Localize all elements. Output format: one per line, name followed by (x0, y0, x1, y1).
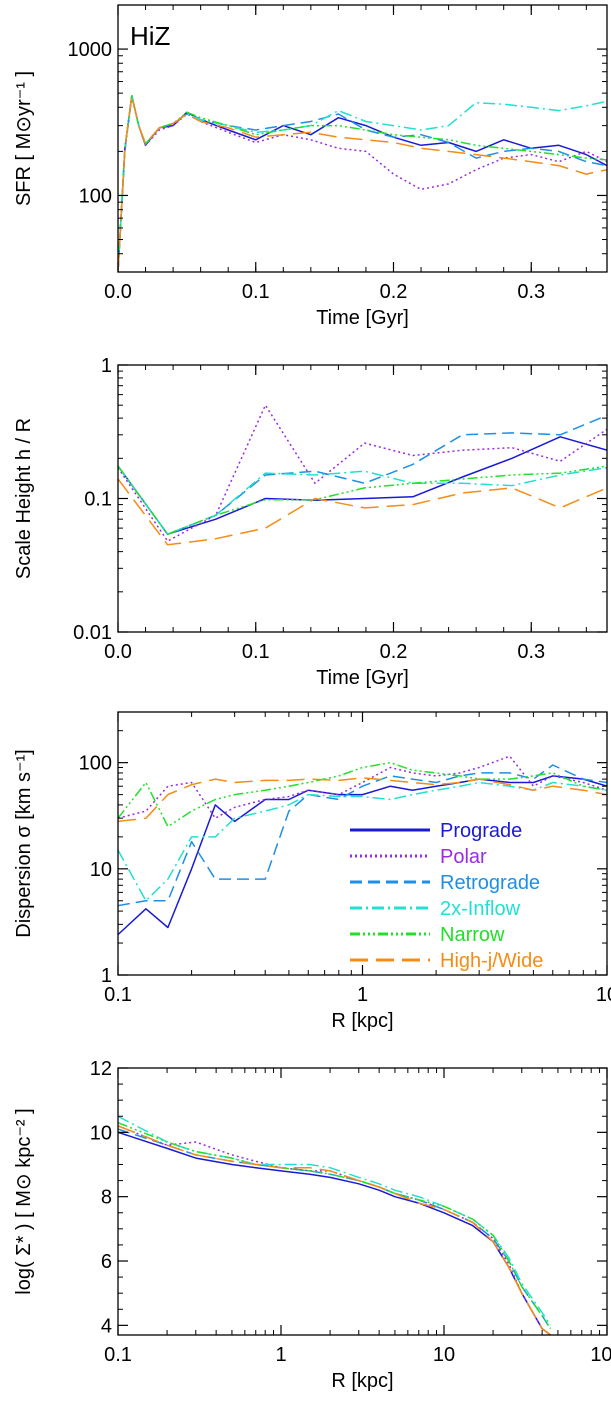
plot-frame (117, 1067, 608, 1336)
x-tick-label: 10 (596, 984, 611, 1006)
x-axis-label: R [kpc] (331, 1010, 393, 1032)
x-tick-label: 1 (275, 1344, 286, 1366)
y-tick-label: 1 (101, 355, 112, 377)
surface-density-panel: 0.1 1 10 100 4 6 8 10 12 R [kpc] log( Σ* ) [ M⊙ kp… (13, 1058, 611, 1392)
x-tick-label: 0.1 (242, 281, 270, 303)
series-line-wide (118, 1125, 551, 1335)
x-tick-labels: 0.1 1 10 100 (104, 1068, 611, 1366)
x-axis-label: Time [Gyr] (316, 667, 409, 689)
y-axis-label: log( Σ* ) [ M⊙ kpc⁻² ] (13, 1108, 35, 1294)
y-tick-label: 100 (79, 185, 112, 207)
x-tick-label: 0.1 (104, 984, 132, 1006)
y-tick-labels: 100 1000 (68, 39, 607, 255)
x-tick-label: 0.1 (104, 1344, 132, 1366)
x-tick-label: 0.0 (104, 641, 132, 663)
series-group (118, 755, 607, 936)
series-line-prograde (118, 775, 607, 936)
series-line-narrow (118, 761, 607, 828)
figure-label: HiZ (130, 21, 171, 51)
series-line-retrograde (118, 764, 607, 907)
y-tick-labels: 0.01 0.1 1 (73, 355, 607, 644)
legend-label-narrow: Narrow (440, 924, 505, 946)
y-tick-label: 6 (101, 1251, 112, 1273)
series-line-polar (118, 404, 607, 542)
series-line-inflow (118, 94, 607, 272)
plot-frame (117, 4, 608, 273)
legend-label-prograde: Prograde (440, 820, 522, 842)
y-tick-label: 12 (90, 1058, 112, 1080)
x-tick-label: 0.1 (242, 641, 270, 663)
series-line-wide (118, 94, 607, 272)
y-tick-label: 0.01 (73, 622, 112, 644)
y-tick-label: 8 (101, 1187, 112, 1209)
series-line-polar (118, 755, 607, 819)
y-tick-label: 1000 (68, 39, 113, 61)
x-tick-label: 0.2 (380, 281, 408, 303)
x-tick-label: 0.2 (380, 641, 408, 663)
y-axis-label: SFR [ M⊙yr⁻¹ ] (13, 71, 35, 206)
series-group (118, 1115, 552, 1335)
y-tick-label: 1 (101, 965, 112, 987)
series-line-narrow (118, 465, 607, 535)
series-group (118, 94, 607, 272)
series-line-prograde (118, 94, 607, 272)
x-tick-label: 0.0 (104, 281, 132, 303)
y-tick-label: 4 (101, 1315, 112, 1337)
x-tick-label: 0.3 (517, 641, 545, 663)
legend-label-wide: High-j/Wide (440, 950, 543, 972)
y-tick-labels: 1 10 100 (79, 730, 607, 987)
x-axis-label: Time [Gyr] (316, 307, 409, 329)
legend-label-polar: Polar (440, 846, 487, 868)
series-line-polar (118, 96, 607, 272)
series-line-inflow (118, 1115, 552, 1326)
y-axis-label: Scale Height h / R (13, 418, 35, 579)
series-line-prograde (118, 1131, 551, 1335)
x-tick-label: 1 (357, 984, 368, 1006)
legend: Prograde Polar Retrograde 2x-Inflow Narrow Hi… (350, 820, 543, 972)
series-line-wide (118, 478, 607, 546)
scale-height-panel: 0.0 0.1 0.2 0.3 0.01 0.1 1 Time [Gyr] Scale Heig… (13, 355, 608, 689)
y-tick-label: 0.1 (84, 489, 112, 511)
series-line-polar (118, 1125, 551, 1335)
series-line-retrograde (118, 1128, 552, 1330)
series-line-retrograde (118, 94, 607, 272)
series-line-prograde (118, 436, 607, 535)
legend-label-inflow: 2x-Inflow (440, 898, 521, 920)
x-tick-label: 0.3 (517, 281, 545, 303)
series-line-inflow (118, 465, 607, 535)
series-line-wide (118, 777, 607, 823)
y-axis-label: Dispersion σ [km s⁻¹] (13, 749, 35, 938)
y-tick-labels: 4 6 8 10 12 (90, 1058, 607, 1337)
y-tick-label: 10 (90, 1122, 112, 1144)
y-tick-label: 100 (79, 753, 112, 775)
series-line-retrograde (118, 414, 607, 535)
y-tick-label: 10 (90, 859, 112, 881)
x-tick-label: 10 (433, 1344, 455, 1366)
legend-label-retrograde: Retrograde (440, 872, 540, 894)
x-tick-labels: 0.0 0.1 0.2 0.3 (104, 365, 587, 663)
series-group (118, 404, 607, 546)
x-tick-label: 100 (590, 1344, 611, 1366)
dispersion-panel: 0.1110110100R [kpc]Dispersion σ [km s⁻¹] (13, 711, 611, 1032)
sfr-panel: 0.0 0.1 0.2 0.3 100 1000 Time [Gyr] SFR [ M⊙yr⁻… (13, 4, 608, 329)
x-axis-label: R [kpc] (331, 1370, 393, 1392)
x-tick-labels: 0.0 0.1 0.2 0.3 (104, 5, 587, 303)
series-line-narrow (118, 94, 607, 272)
